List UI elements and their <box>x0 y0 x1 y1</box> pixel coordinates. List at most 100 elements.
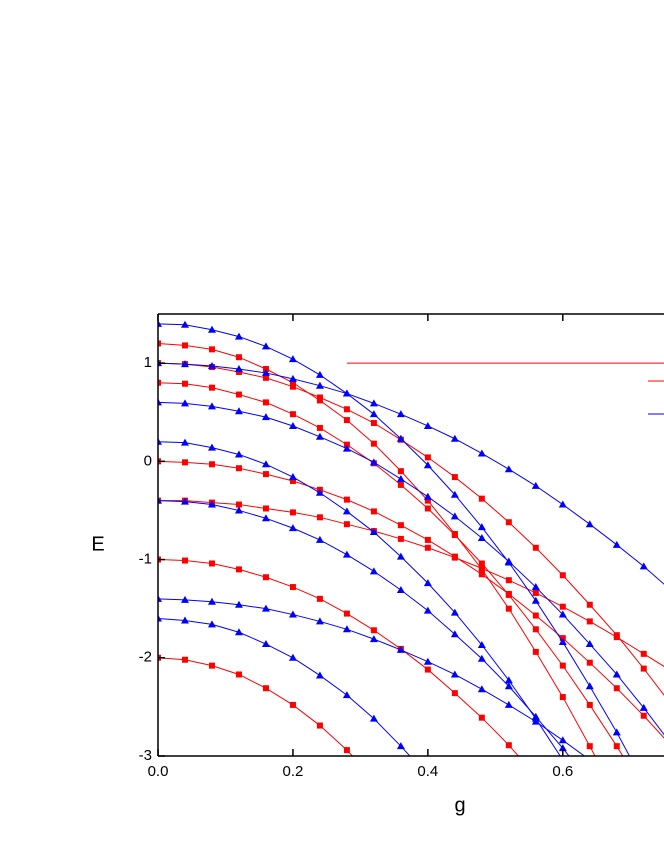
marker <box>371 776 377 782</box>
marker <box>396 645 405 653</box>
marker <box>316 514 323 521</box>
marker <box>234 407 243 415</box>
marker <box>450 490 459 498</box>
series-line <box>158 441 561 756</box>
marker <box>369 410 378 418</box>
marker <box>370 420 377 427</box>
marker <box>207 597 216 605</box>
marker <box>450 630 459 638</box>
marker <box>533 773 539 779</box>
marker <box>504 465 513 473</box>
marker <box>288 374 297 382</box>
marker <box>207 443 216 451</box>
marker <box>477 654 486 662</box>
marker <box>450 434 459 442</box>
marker <box>262 471 269 478</box>
marker <box>208 346 215 353</box>
series-line <box>158 460 664 739</box>
marker <box>261 514 270 522</box>
marker <box>559 662 566 669</box>
marker <box>478 495 485 502</box>
marker <box>450 670 459 678</box>
marker <box>343 417 350 424</box>
marker <box>262 574 269 581</box>
marker <box>343 521 350 528</box>
marker <box>641 787 647 793</box>
marker <box>235 671 242 678</box>
marker <box>262 374 269 381</box>
marker <box>586 659 593 666</box>
marker <box>423 657 432 665</box>
marker <box>369 567 378 575</box>
series-line <box>158 401 664 736</box>
x-tick-label: 0.4 <box>417 763 438 780</box>
series-line <box>158 598 586 756</box>
marker <box>558 638 567 646</box>
marker <box>343 496 350 503</box>
marker <box>316 722 323 729</box>
marker <box>342 389 351 397</box>
marker <box>531 481 540 489</box>
marker <box>478 560 485 567</box>
marker <box>208 662 215 669</box>
marker <box>158 594 162 602</box>
marker <box>424 536 431 543</box>
marker <box>316 595 323 602</box>
marker <box>558 610 567 618</box>
marker <box>342 444 351 452</box>
marker <box>505 519 512 526</box>
marker <box>261 413 270 421</box>
marker <box>477 641 486 649</box>
marker <box>180 497 189 505</box>
marker <box>181 342 188 349</box>
marker <box>343 747 350 754</box>
marker <box>207 500 216 508</box>
marker <box>315 535 324 543</box>
marker <box>558 744 567 752</box>
marker <box>451 690 458 697</box>
marker <box>450 512 459 520</box>
marker <box>504 676 513 684</box>
marker <box>640 665 647 672</box>
marker <box>477 533 486 541</box>
marker <box>315 671 324 679</box>
marker <box>180 438 189 446</box>
marker <box>208 384 215 391</box>
marker <box>531 596 540 604</box>
marker <box>640 712 647 719</box>
marker <box>289 584 296 591</box>
marker <box>289 701 296 708</box>
marker <box>424 544 431 551</box>
marker <box>532 648 539 655</box>
marker <box>316 424 323 431</box>
marker <box>558 500 567 508</box>
marker <box>207 325 216 333</box>
marker <box>207 620 216 628</box>
x-tick-label: 0.6 <box>552 763 573 780</box>
marker <box>158 614 162 622</box>
marker <box>262 505 269 512</box>
marker <box>424 666 431 673</box>
marker <box>477 523 486 531</box>
marker <box>559 603 566 610</box>
marker <box>235 391 242 398</box>
marker <box>504 557 513 565</box>
marker <box>424 505 431 512</box>
marker <box>288 421 297 429</box>
marker <box>531 583 540 591</box>
marker <box>158 319 162 327</box>
marker <box>342 507 351 515</box>
marker <box>640 650 647 657</box>
marker <box>585 682 594 690</box>
marker <box>181 459 188 466</box>
marker <box>612 728 621 736</box>
marker <box>158 437 162 445</box>
marker <box>261 342 270 350</box>
marker <box>396 475 405 483</box>
marker <box>235 566 242 573</box>
marker <box>532 589 539 596</box>
marker <box>289 509 296 516</box>
marker <box>261 604 270 612</box>
marker <box>369 399 378 407</box>
